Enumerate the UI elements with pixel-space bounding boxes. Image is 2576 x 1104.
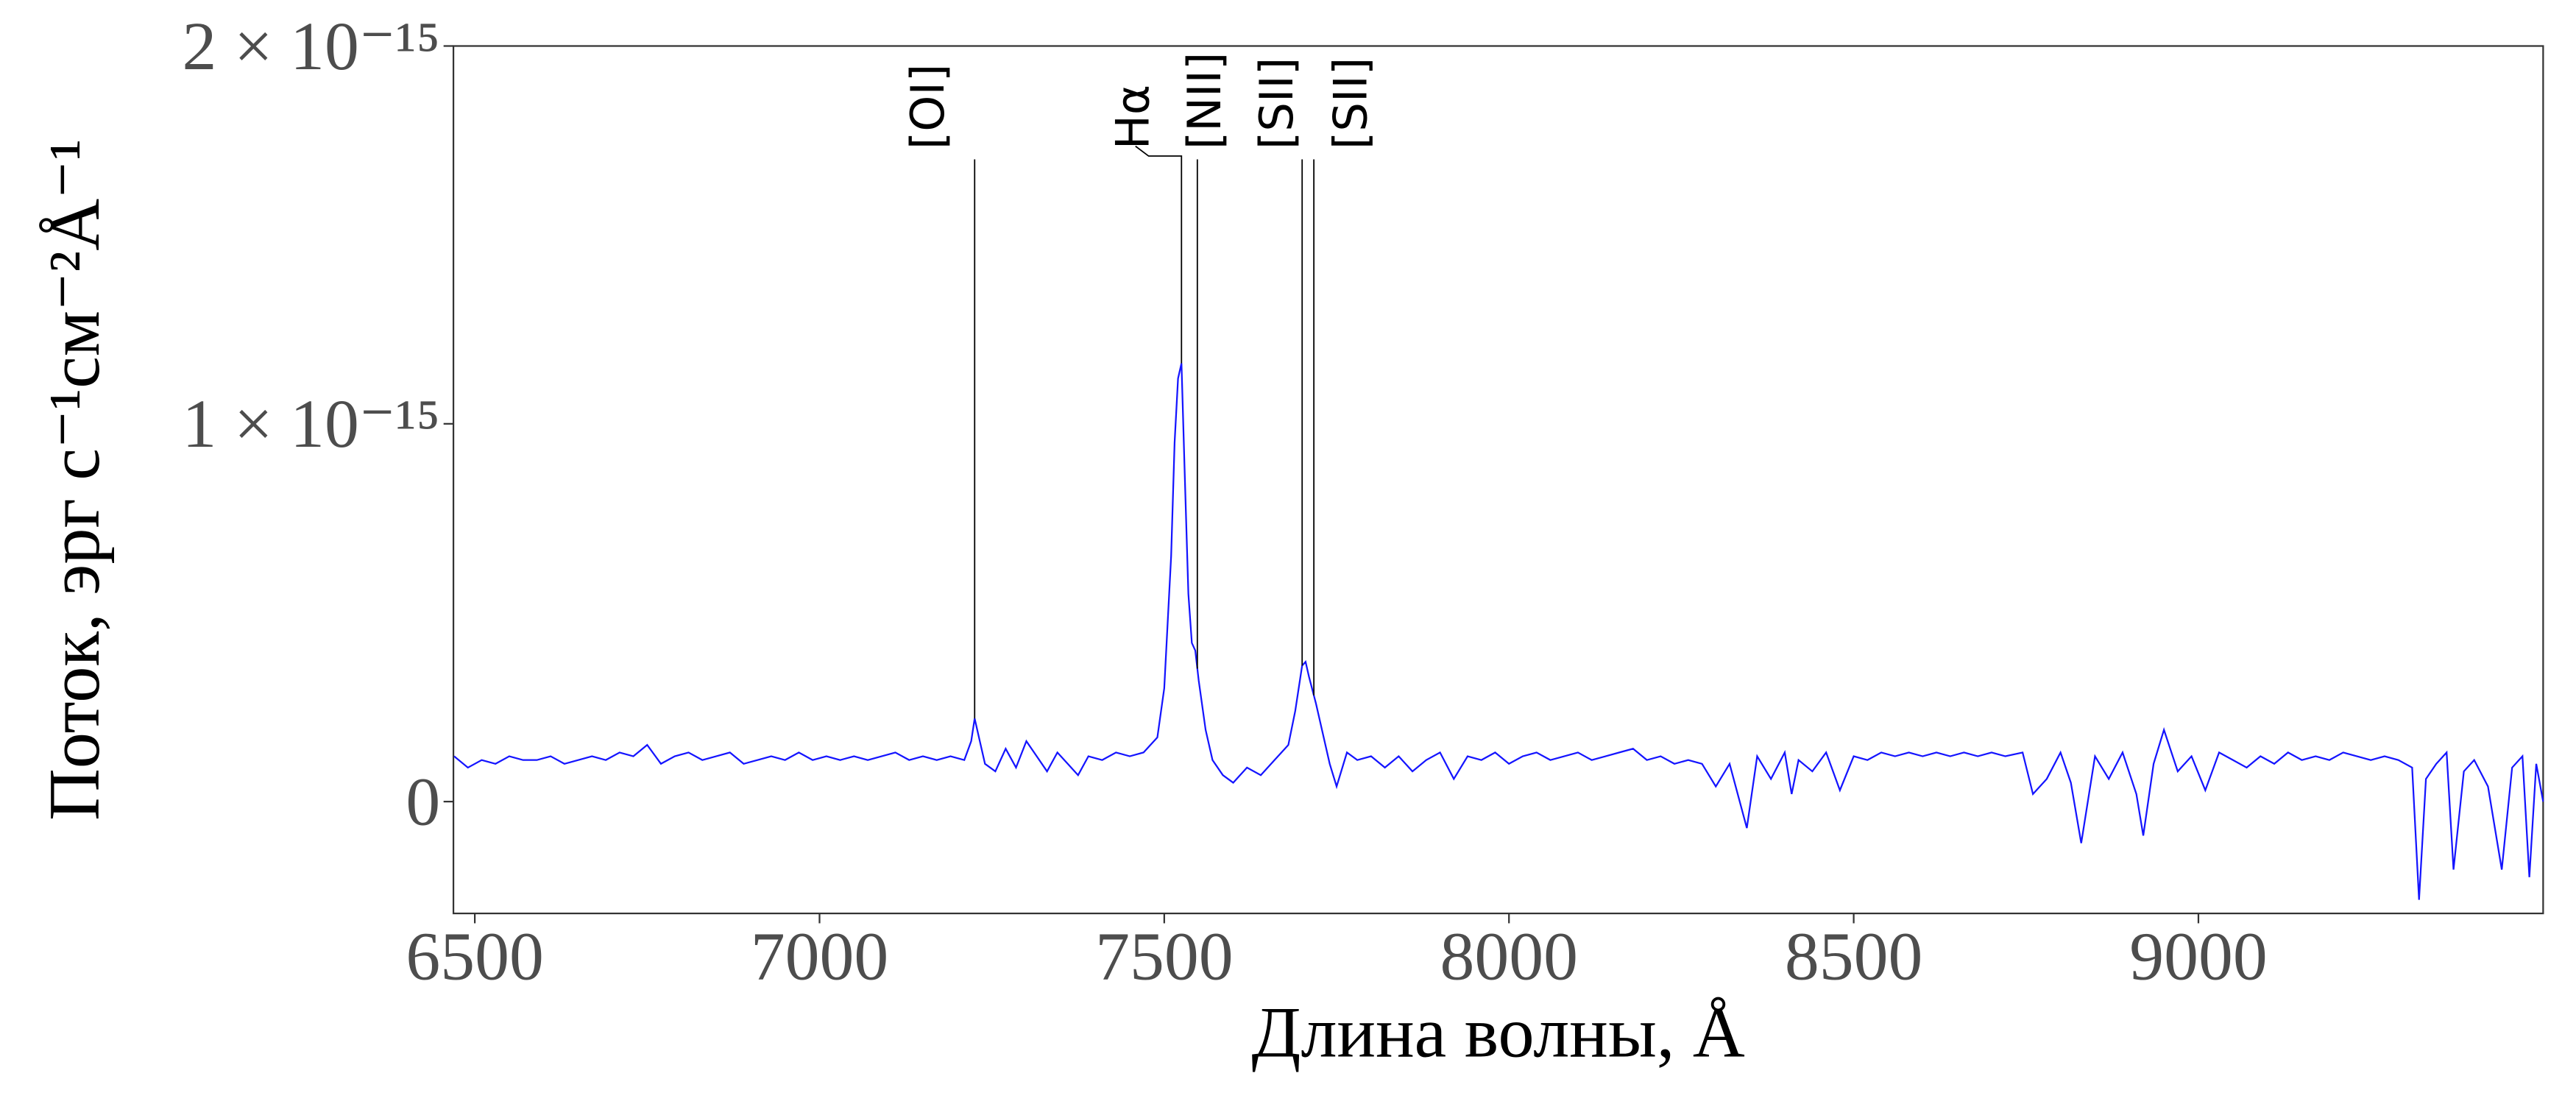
spectrum-line bbox=[453, 363, 2544, 900]
x-tick-label: 7500 bbox=[1095, 918, 1234, 994]
y-axis-title: Поток, эрг с⁻¹см⁻²Å⁻¹ bbox=[35, 139, 115, 821]
annotation-label: [NII] bbox=[1178, 52, 1231, 149]
annotation-label: [SII] bbox=[1324, 57, 1378, 149]
annotation-label: Hα bbox=[1106, 85, 1160, 149]
x-tick-label: 8500 bbox=[1785, 918, 1923, 994]
y-tick-label: 1 × 10⁻¹⁵ bbox=[183, 386, 441, 462]
annotation-label: [OI] bbox=[901, 64, 955, 149]
plot-frame bbox=[452, 45, 2544, 915]
annotation-leader bbox=[1135, 145, 1183, 160]
x-tick-label: 7000 bbox=[751, 918, 889, 994]
x-tick-label: 8000 bbox=[1440, 918, 1578, 994]
x-axis-title: Длина волны, Å bbox=[1252, 992, 1745, 1072]
x-tick-label: 6500 bbox=[406, 918, 543, 994]
y-tick-label: 0 bbox=[406, 763, 440, 840]
y-tick-label: 2 × 10⁻¹⁵ bbox=[183, 8, 441, 85]
annotation-label: [SII] bbox=[1250, 57, 1303, 149]
x-tick-label: 9000 bbox=[2129, 918, 2268, 994]
